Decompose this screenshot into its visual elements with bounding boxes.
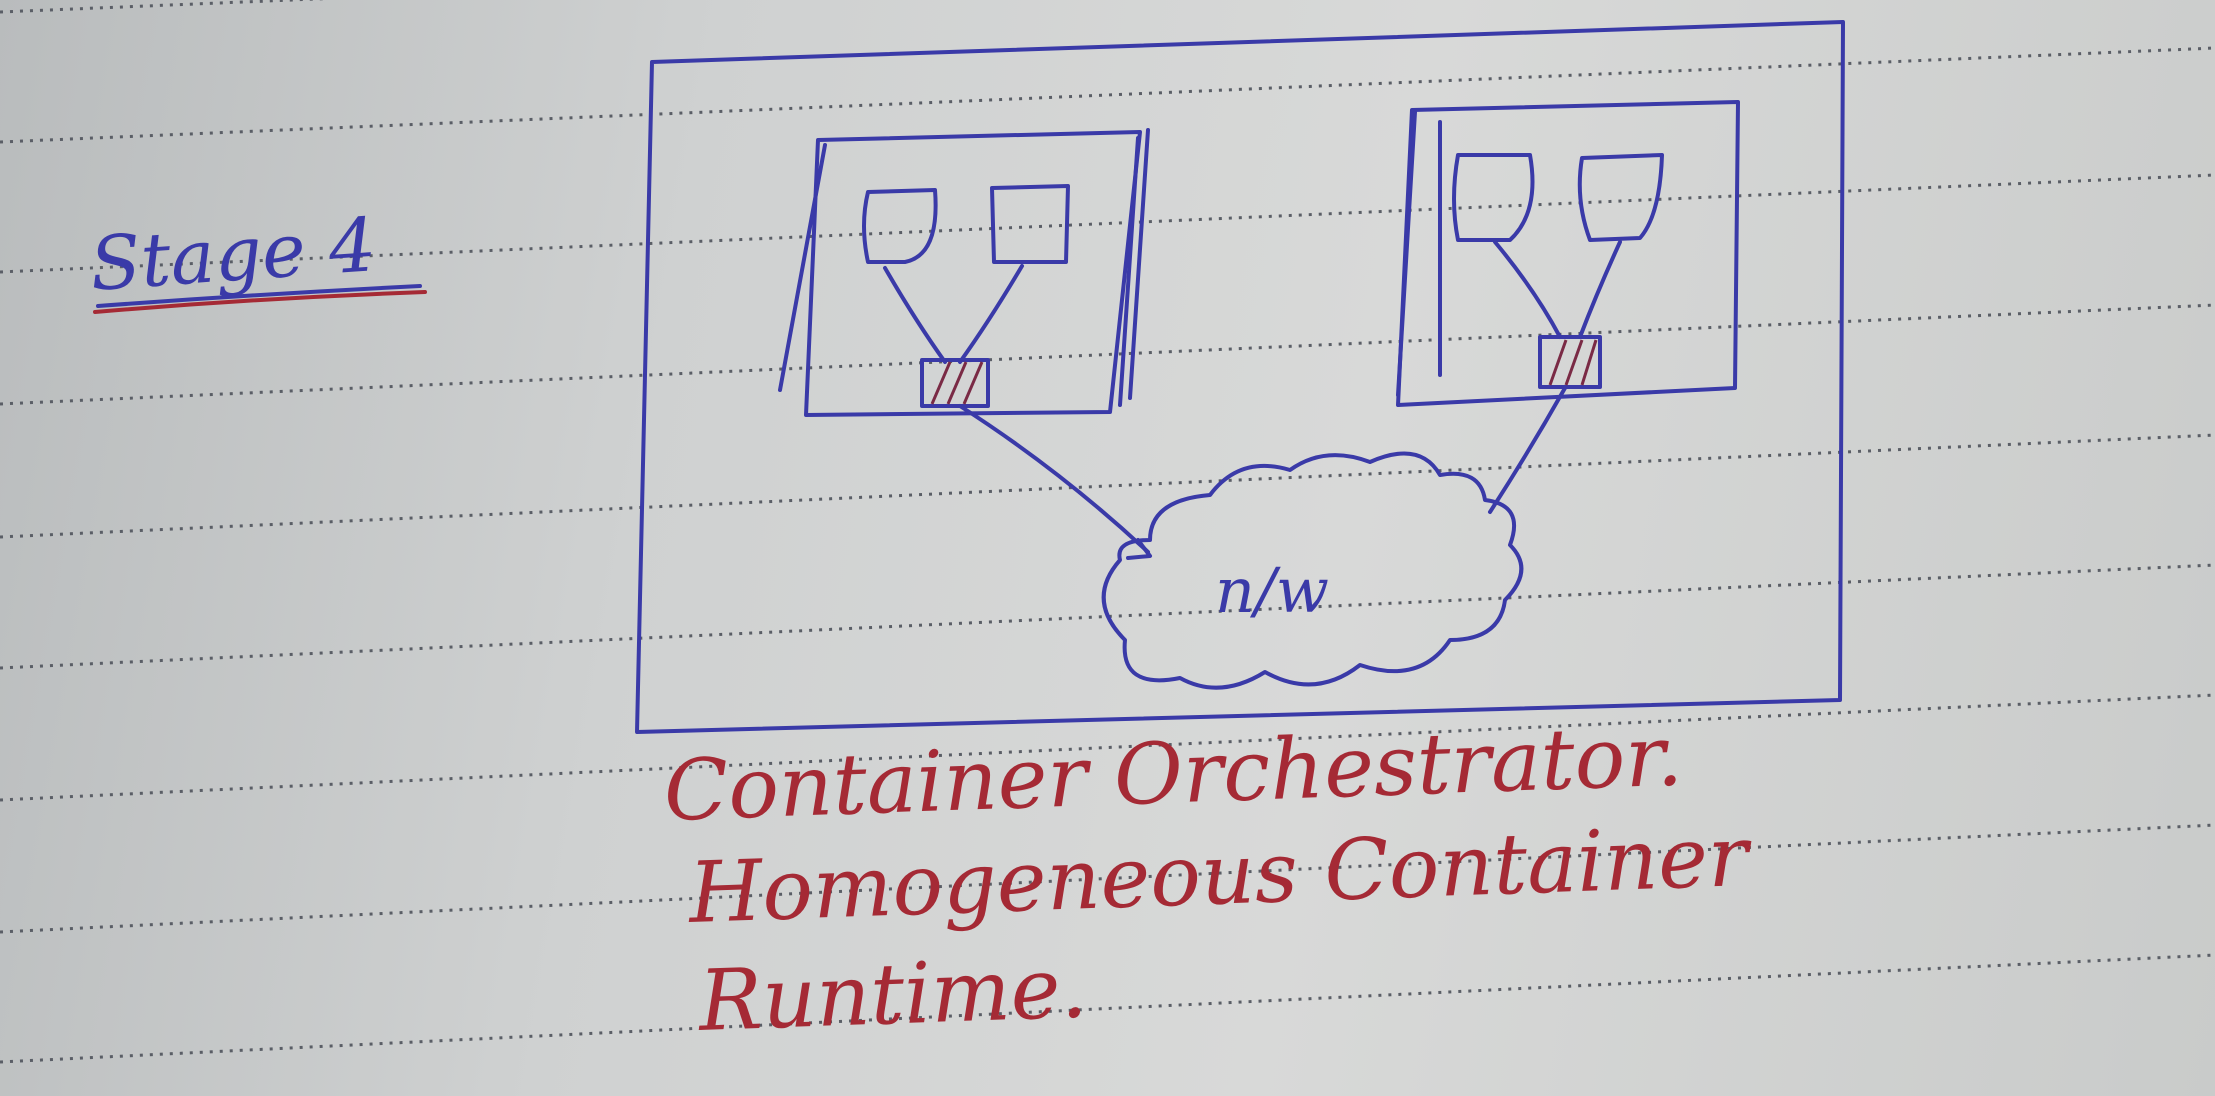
- network-label: n/w: [1215, 554, 1329, 627]
- shared-hatched-box: [1538, 335, 1602, 389]
- heading-underline: [93, 290, 427, 314]
- ruled-lines: [0, 0, 2215, 1064]
- network-connectors: [958, 386, 1567, 560]
- host-right: [1396, 100, 1740, 407]
- shared-hatched-box: [920, 358, 990, 408]
- container-icon: [862, 188, 938, 264]
- caption-line-3: Runtime.: [695, 939, 1088, 1051]
- network-cloud: n/w: [1101, 451, 1524, 690]
- orchestrator-box: [635, 20, 1845, 734]
- container-icon: [1577, 153, 1664, 242]
- caption: Container Orchestrator. Homogeneous Cont…: [662, 706, 1754, 1050]
- container-icon: [990, 184, 1070, 264]
- host-left: [778, 128, 1150, 417]
- container-icon: [1452, 153, 1535, 242]
- page-heading: Stage 4: [87, 202, 427, 314]
